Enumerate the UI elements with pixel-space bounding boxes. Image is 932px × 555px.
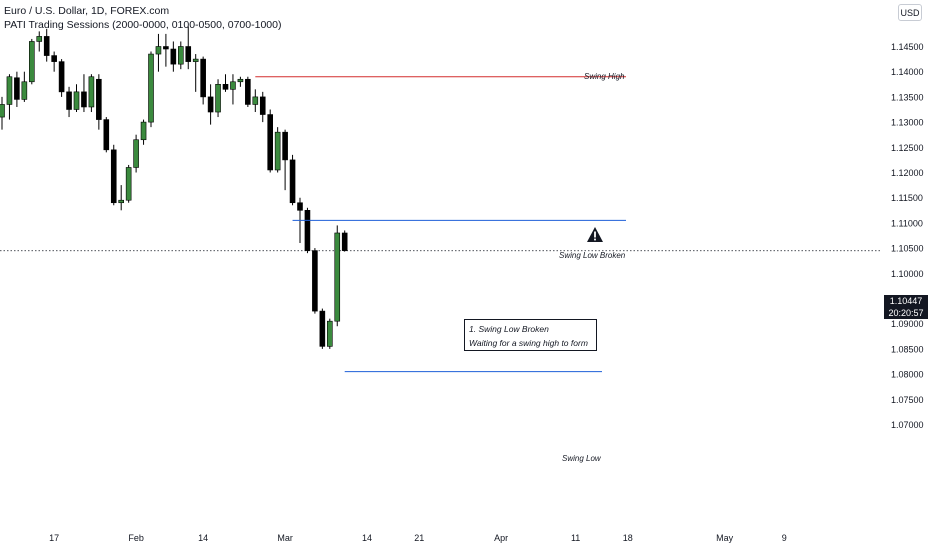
bearish-candle-body xyxy=(200,58,206,98)
bearish-candle-body xyxy=(163,46,169,50)
symbol-title[interactable]: Euro / U.S. Dollar, 1D, FOREX.com xyxy=(4,5,170,17)
bearish-candle-body xyxy=(207,96,214,113)
x-tick-label: Feb xyxy=(128,533,144,543)
bearish-candle-body xyxy=(304,210,311,251)
bullish-candle-body xyxy=(36,36,43,42)
candles xyxy=(0,26,348,349)
y-tick-label: 1.11000 xyxy=(891,218,923,228)
swing-high-label[interactable]: Swing High xyxy=(584,72,625,81)
bullish-candle-body xyxy=(88,76,95,108)
bearish-candle-body xyxy=(341,232,348,251)
bullish-candle-body xyxy=(252,96,259,105)
bearish-candle-body xyxy=(282,131,288,161)
y-tick-label: 1.14000 xyxy=(891,67,924,77)
bullish-candle-body xyxy=(178,46,184,65)
swing-low-label[interactable]: Swing Low xyxy=(562,454,601,463)
bullish-candle-body xyxy=(230,81,236,90)
last-price-value: 1.10447 xyxy=(889,296,923,306)
bullish-candle-body xyxy=(0,104,5,118)
bearish-candle-body xyxy=(222,84,229,90)
bullish-candle-body xyxy=(326,320,333,347)
bullish-candle-body xyxy=(133,139,139,168)
y-tick-label: 1.07000 xyxy=(891,420,924,430)
bullish-candle-body xyxy=(140,121,147,141)
bearish-candle-body xyxy=(245,78,251,105)
bullish-candle-body xyxy=(334,232,341,322)
bearish-candle-body xyxy=(58,61,65,93)
bearish-candle-body xyxy=(267,114,274,171)
bullish-candle-body xyxy=(118,199,124,204)
bar-countdown: 20:20:57 xyxy=(888,308,924,318)
bullish-candle-body xyxy=(28,41,35,83)
y-tick-label: 1.12000 xyxy=(891,168,924,178)
bearish-candle-body xyxy=(312,250,318,312)
time-axis[interactable]: 17 Feb 14 Mar 14 21 Apr 11 18 May 9 xyxy=(49,533,787,543)
swing-lines xyxy=(255,76,626,373)
y-tick-label: 1.13500 xyxy=(891,92,924,102)
y-tick-label: 1.07500 xyxy=(891,395,924,405)
swing-low-broken-label[interactable]: Swing Low Broken xyxy=(559,251,626,260)
bearish-candle-body xyxy=(81,91,87,108)
bearish-candle-body xyxy=(103,119,110,151)
note-line-1: 1. Swing Low Broken xyxy=(469,324,549,334)
indicator-label[interactable]: PATI Trading Sessions (2000-0000, 0100-0… xyxy=(4,19,282,31)
bearish-candle-body xyxy=(289,159,296,204)
bullish-candle-body xyxy=(274,131,281,171)
warning-triangle-icon[interactable] xyxy=(586,226,604,243)
x-tick-label: 9 xyxy=(782,533,787,543)
y-tick-label: 1.12500 xyxy=(891,143,924,153)
y-tick-label: 1.10500 xyxy=(891,244,924,254)
bullish-candle-body xyxy=(73,91,80,110)
x-tick-label: 14 xyxy=(198,533,208,543)
x-tick-label: 14 xyxy=(362,533,372,543)
bullish-candle-body xyxy=(125,167,132,201)
bullish-candle-body xyxy=(215,84,221,113)
bearish-candle-body xyxy=(259,96,266,115)
x-tick-label: Apr xyxy=(494,533,508,543)
bearish-candle-body xyxy=(170,48,177,65)
bearish-candle-body xyxy=(51,55,57,62)
note-line-2: Waiting for a swing high to form xyxy=(469,338,588,348)
bullish-candle-body xyxy=(192,58,199,62)
bullish-candle-body xyxy=(6,76,13,105)
bearish-candle-body xyxy=(66,91,72,110)
y-tick-label: 1.13000 xyxy=(891,118,924,128)
currency-button[interactable]: USD xyxy=(898,4,922,21)
bearish-candle-body xyxy=(110,149,117,204)
bearish-candle-body xyxy=(319,310,326,347)
bullish-candle-body xyxy=(155,46,162,55)
y-tick-label: 1.08500 xyxy=(891,344,924,354)
x-tick-label: Mar xyxy=(277,533,293,543)
bullish-candle-body xyxy=(148,53,154,123)
bearish-candle-body xyxy=(297,202,303,211)
bearish-candle-body xyxy=(96,78,102,120)
y-tick-label: 1.09000 xyxy=(891,319,924,329)
bearish-candle-body xyxy=(185,46,192,62)
price-axis[interactable]: 1.070001.075001.080001.085001.090001.095… xyxy=(891,42,924,430)
x-tick-label: May xyxy=(716,533,734,543)
chart-header: Euro / U.S. Dollar, 1D, FOREX.com PATI T… xyxy=(4,4,281,32)
last-price-badge: 1.10447 20:20:57 xyxy=(884,295,928,319)
y-tick-label: 1.11500 xyxy=(891,193,923,203)
note-box[interactable]: 1. Swing Low Broken Waiting for a swing … xyxy=(464,319,597,351)
y-tick-label: 1.10000 xyxy=(891,269,924,279)
bearish-candle-body xyxy=(14,77,20,100)
bearish-candle-body xyxy=(43,36,50,56)
x-tick-label: 17 xyxy=(49,533,59,543)
bullish-candle-body xyxy=(237,78,244,83)
x-tick-label: 18 xyxy=(623,533,633,543)
x-tick-label: 11 xyxy=(571,533,580,543)
y-tick-label: 1.14500 xyxy=(891,42,924,52)
y-tick-label: 1.08000 xyxy=(891,370,924,380)
x-tick-label: 21 xyxy=(414,533,424,543)
bullish-candle-body xyxy=(21,81,28,100)
